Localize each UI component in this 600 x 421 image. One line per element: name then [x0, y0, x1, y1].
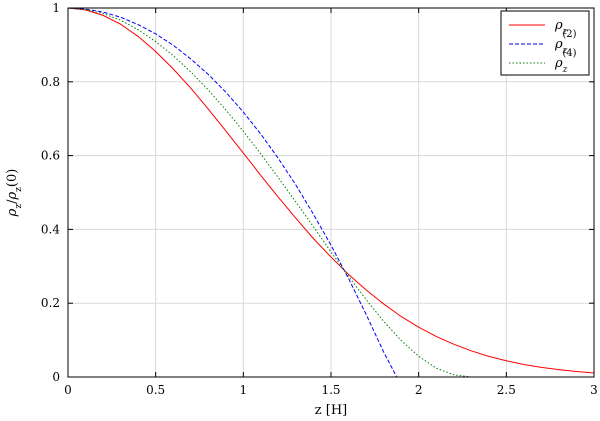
y-label-slash: /: [5, 199, 20, 204]
y-label-sub-2: z: [14, 187, 24, 192]
series-line-3: [67, 7, 472, 378]
y-tick-label: 0.8: [41, 75, 60, 89]
y-label-suffix: (0): [5, 169, 20, 187]
axis-ticks: 0 0.5 1 1.5 2 2.5 3 0 0.2 0.4 0.6 0.8 1: [41, 1, 598, 397]
grid-lines: [68, 8, 594, 377]
series-lines: [67, 7, 595, 378]
x-axis-label: z [H]: [315, 403, 347, 418]
x-tick-label: 0.5: [146, 383, 165, 397]
y-tick-label: 0.4: [41, 222, 60, 236]
y-label-rho: ρ: [5, 208, 20, 217]
x-tick-label: 2.5: [497, 383, 516, 397]
y-tick-label: 0.2: [41, 296, 60, 310]
y-tick-label: 0.6: [41, 149, 60, 163]
y-axis-label: ρz/ρz(0): [5, 169, 24, 218]
x-tick-label: 1.5: [321, 383, 340, 397]
series-line-2: [67, 7, 398, 378]
x-tick-label: 0: [64, 383, 72, 397]
y-tick-label: 0: [52, 370, 60, 384]
x-tick-label: 1: [240, 383, 248, 397]
y-label-rho-2: ρ: [5, 192, 20, 201]
legend-label-3: ρz(4): [554, 48, 577, 75]
legend-label-2: ρz(2): [554, 29, 577, 56]
legend-box: [500, 10, 590, 76]
x-tick-label: 2: [415, 383, 423, 397]
legend-label-1: ρz: [554, 18, 568, 37]
series-line-1: [67, 7, 595, 374]
x-tick-label: 3: [590, 383, 598, 397]
y-tick-label: 1: [52, 1, 60, 15]
y-label-sub: z: [14, 204, 24, 209]
